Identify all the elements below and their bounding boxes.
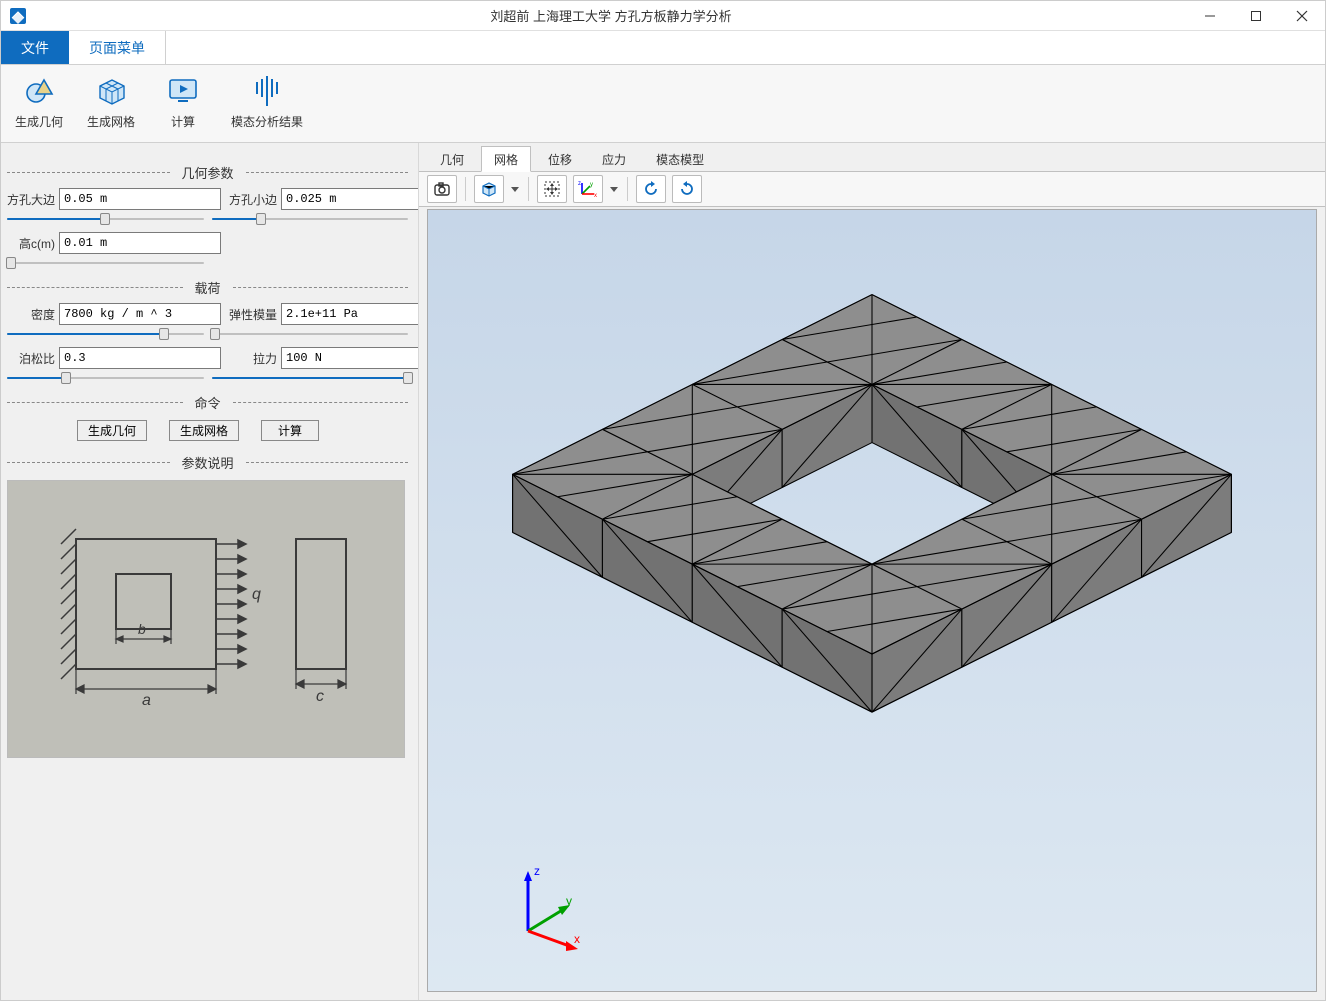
tab-file[interactable]: 文件	[1, 31, 69, 64]
svg-text:z: z	[534, 864, 540, 878]
fit-icon[interactable]	[537, 175, 567, 203]
svg-text:z: z	[578, 181, 581, 187]
viewer-toolbar: z yx	[419, 171, 1325, 207]
viewer-tab-stress[interactable]: 应力	[589, 146, 639, 171]
btn-compute[interactable]: 计算	[261, 420, 319, 441]
slider-small-edge[interactable]	[212, 212, 409, 226]
viewer-canvas[interactable]: z y x	[427, 209, 1317, 992]
input-young[interactable]	[281, 303, 419, 325]
input-height-c[interactable]	[59, 232, 221, 254]
maximize-button[interactable]	[1233, 1, 1279, 31]
ribbon-compute[interactable]: 计算	[155, 71, 211, 132]
input-big-edge[interactable]	[59, 188, 221, 210]
ribbon-label: 计算	[171, 113, 195, 130]
close-button[interactable]	[1279, 1, 1325, 31]
side-panel: 几何参数 方孔大边 方孔小边 高c(m)	[1, 143, 419, 1000]
section-load-title: 载荷	[7, 278, 408, 297]
viewer-tabs: 几何 网格 位移 应力 模态模型	[419, 143, 1325, 171]
slider-tension[interactable]	[212, 371, 409, 385]
label-density: 密度	[7, 306, 55, 323]
viewer-tab-mesh[interactable]: 网格	[481, 146, 531, 172]
bars-icon	[249, 73, 285, 109]
menu-tabs: 文件 页面菜单	[1, 31, 1325, 65]
viewer-tab-disp[interactable]: 位移	[535, 146, 585, 171]
ribbon-label: 模态分析结果	[231, 113, 303, 130]
ribbon: 生成几何 生成网格 计算	[1, 65, 1325, 143]
ribbon-modal-res[interactable]: 模态分析结果	[227, 71, 307, 132]
geom-icon	[21, 73, 57, 109]
section-explain-title: 参数说明	[7, 453, 408, 472]
svg-text:c: c	[316, 688, 324, 705]
slider-poisson[interactable]	[7, 371, 204, 385]
slider-density[interactable]	[7, 327, 204, 341]
minimize-button[interactable]	[1187, 1, 1233, 31]
svg-text:y: y	[590, 182, 593, 188]
btn-gen-geom[interactable]: 生成几何	[77, 420, 147, 441]
input-tension[interactable]	[281, 347, 419, 369]
label-small-edge: 方孔小边	[229, 191, 277, 208]
mesh-rendering	[428, 210, 1316, 950]
label-big-edge: 方孔大边	[7, 191, 55, 208]
slider-big-edge[interactable]	[7, 212, 204, 226]
section-commands-title: 命令	[7, 393, 408, 412]
rotate-cw-icon[interactable]	[636, 175, 666, 203]
rotate-ccw-icon[interactable]	[672, 175, 702, 203]
axis-triad: z y x	[508, 861, 598, 951]
window-controls	[1187, 1, 1325, 31]
label-tension: 拉力	[229, 350, 277, 367]
slider-height-c[interactable]	[7, 256, 204, 270]
svg-text:y: y	[566, 894, 572, 908]
svg-text:a: a	[142, 692, 151, 709]
btn-gen-mesh[interactable]: 生成网格	[169, 420, 239, 441]
ribbon-label: 生成几何	[15, 113, 63, 130]
svg-text:q: q	[252, 586, 261, 603]
cube-icon[interactable]	[474, 175, 504, 203]
viewer-tab-modal[interactable]: 模态模型	[643, 146, 717, 171]
svg-text:x: x	[574, 932, 580, 946]
ribbon-label: 生成网格	[87, 113, 135, 130]
svg-text:b: b	[138, 621, 146, 637]
viewer-tab-geom[interactable]: 几何	[427, 146, 477, 171]
label-height-c: 高c(m)	[7, 235, 55, 252]
input-poisson[interactable]	[59, 347, 221, 369]
titlebar: 刘超前 上海理工大学 方孔方板静力学分析	[1, 1, 1325, 31]
play-icon	[165, 73, 201, 109]
label-poisson: 泊松比	[7, 350, 55, 367]
ribbon-gen-geom[interactable]: 生成几何	[11, 71, 67, 132]
section-geom-title: 几何参数	[7, 163, 408, 182]
app-icon	[7, 5, 29, 27]
viewer-area: 几何 网格 位移 应力 模态模型 zyx	[419, 143, 1325, 1000]
svg-text:x: x	[594, 193, 597, 198]
axes-icon[interactable]: z yx	[573, 175, 603, 203]
input-density[interactable]	[59, 303, 221, 325]
window-title: 刘超前 上海理工大学 方孔方板静力学分析	[35, 6, 1187, 25]
explain-diagram: q a b	[7, 480, 405, 758]
input-small-edge[interactable]	[281, 188, 419, 210]
label-young: 弹性模量	[229, 306, 277, 323]
ribbon-gen-mesh[interactable]: 生成网格	[83, 71, 139, 132]
chevron-down-icon[interactable]	[510, 175, 520, 203]
tab-page-menu[interactable]: 页面菜单	[69, 31, 166, 64]
mesh-icon	[93, 73, 129, 109]
camera-icon[interactable]	[427, 175, 457, 203]
slider-young[interactable]	[212, 327, 409, 341]
chevron-down-icon[interactable]	[609, 175, 619, 203]
